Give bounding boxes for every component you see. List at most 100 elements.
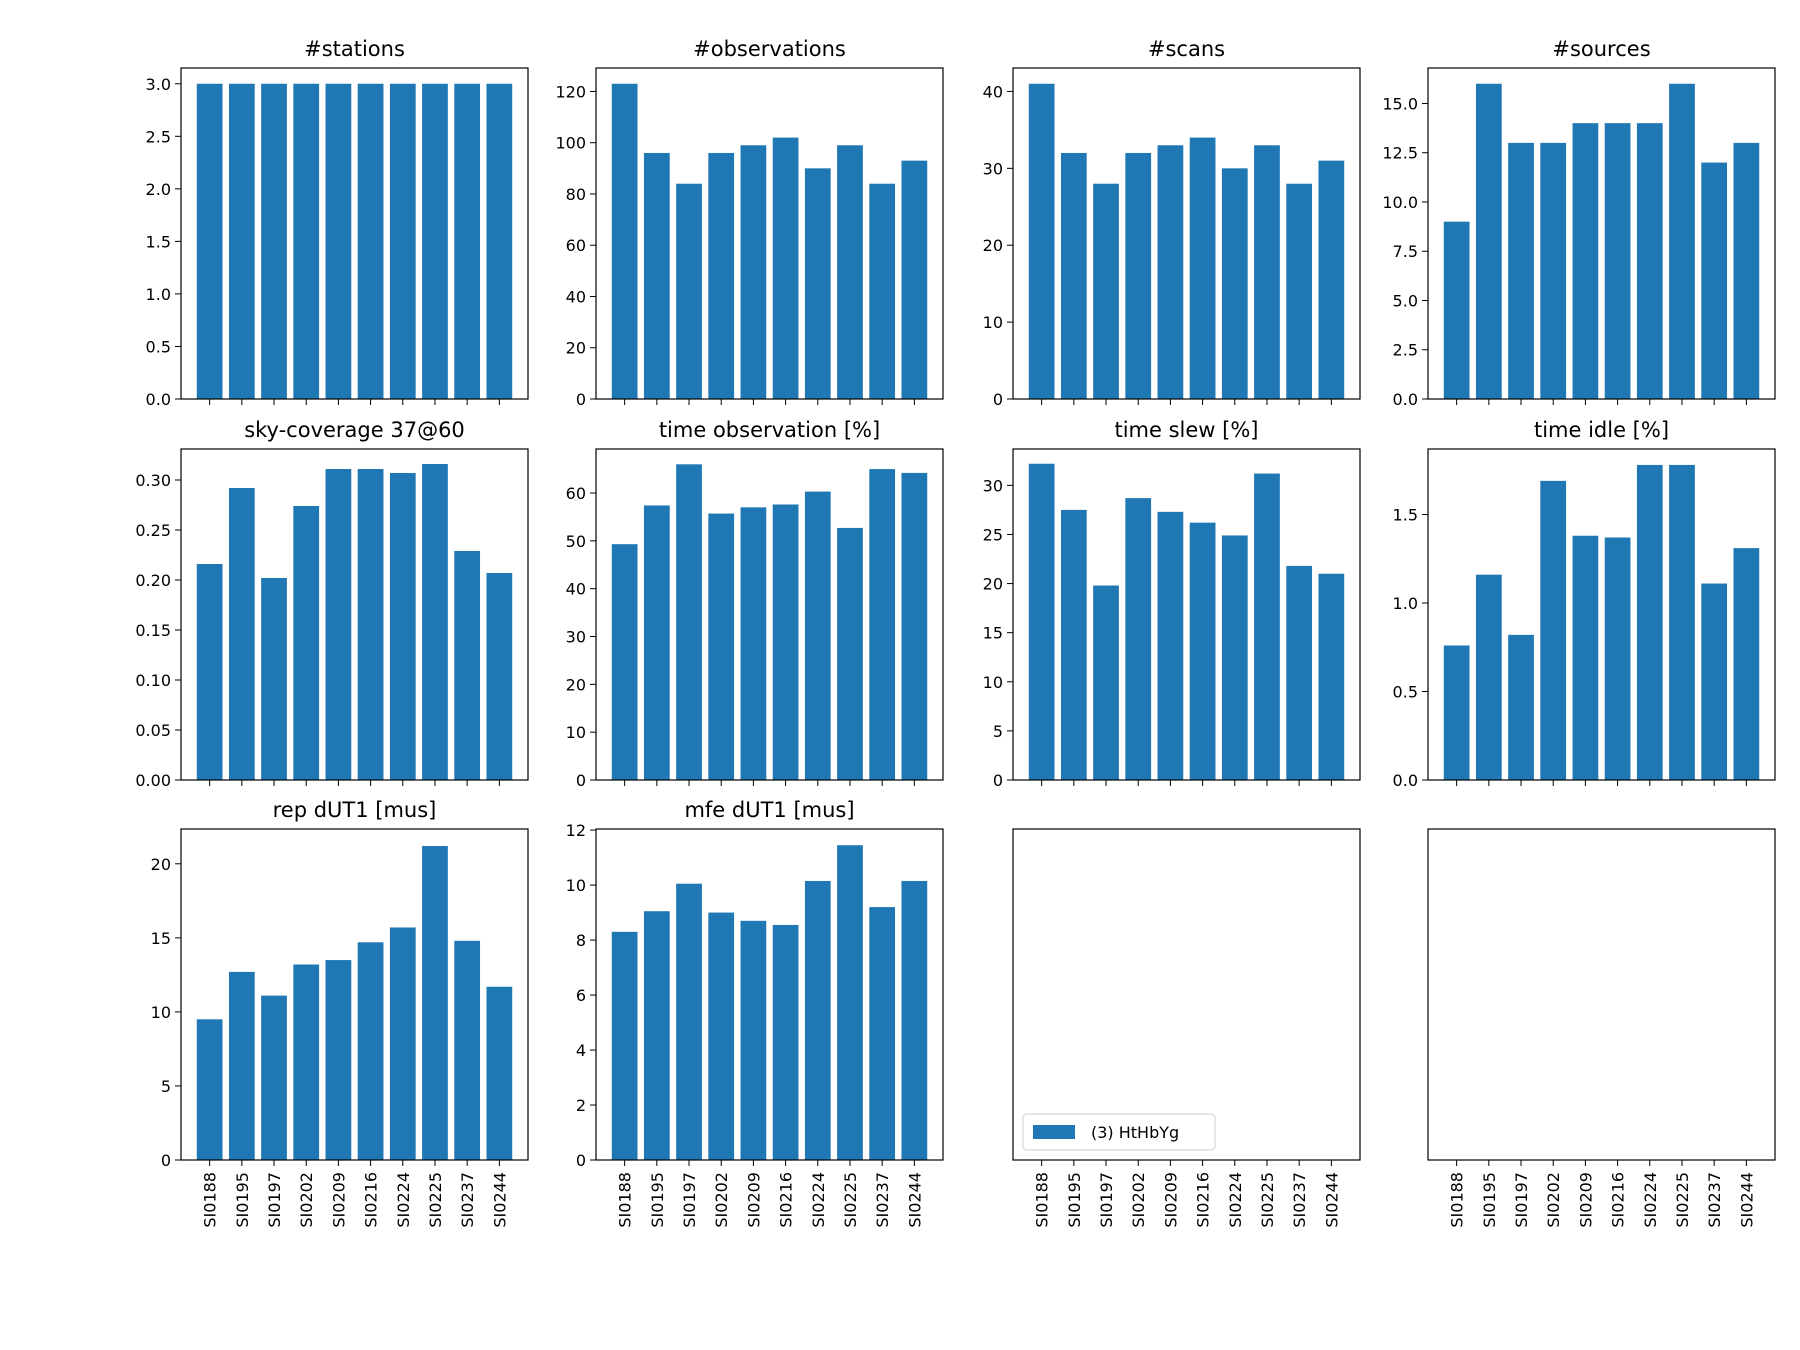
x-tick-label: SI0188 xyxy=(1033,1172,1052,1228)
y-tick-label: 10 xyxy=(151,1003,171,1022)
x-tick-label: SI0202 xyxy=(1129,1172,1148,1228)
panel: #sources 0.0 2.5 5.0 7.5 10.0 12.5 15.0 xyxy=(1382,37,1776,409)
bar xyxy=(1254,473,1280,780)
y-tick-label: 40 xyxy=(566,580,586,599)
bar xyxy=(357,469,384,780)
x-tick-label: SI0188 xyxy=(1448,1172,1467,1228)
x-tick-label: SI0244 xyxy=(905,1172,924,1228)
bar xyxy=(1733,142,1760,399)
bar xyxy=(261,578,287,780)
x-tick-label: SI0209 xyxy=(1161,1172,1180,1228)
x-tick-label: SI0209 xyxy=(1576,1172,1595,1228)
y-tick-label: 30 xyxy=(983,159,1003,178)
bar xyxy=(804,491,831,780)
y-tick-label: 5 xyxy=(161,1077,171,1096)
panel: sky-coverage 37@60 0.00 0.05 0.10 0.15 0.20 0.… xyxy=(135,418,529,790)
panel-title: mfe dUT1 [mus] xyxy=(684,798,854,822)
y-tick-label: 0 xyxy=(576,771,586,790)
bar xyxy=(196,1019,223,1160)
bar xyxy=(325,83,352,399)
bar xyxy=(196,564,223,780)
bar xyxy=(1636,123,1663,400)
bar xyxy=(1669,464,1695,780)
y-tick-label: 0.5 xyxy=(146,337,171,356)
panel: time observation [%] 0 10 20 30 40 50 60 xyxy=(566,418,944,790)
x-tick-label: SI0197 xyxy=(680,1172,699,1228)
x-tick-label: SI0225 xyxy=(841,1172,860,1228)
y-tick-label: 100 xyxy=(555,134,586,153)
y-tick-label: 60 xyxy=(566,236,586,255)
y-tick-label: 50 xyxy=(566,532,586,551)
y-tick-label: 1.0 xyxy=(1393,594,1418,613)
axes-frame xyxy=(595,448,944,781)
bar xyxy=(228,488,255,780)
bar xyxy=(1540,480,1567,780)
y-tick-label: 2.5 xyxy=(1393,341,1418,360)
bar xyxy=(1475,574,1502,780)
x-tick-label: SI0237 xyxy=(458,1172,477,1228)
panel: rep dUT1 [mus] 0 5 10 15 20 SI0188 SI0195 SI0197… xyxy=(151,798,529,1228)
bar xyxy=(454,940,481,1160)
y-tick-label: 0.5 xyxy=(1393,682,1418,701)
y-tick-label: 2 xyxy=(576,1096,586,1115)
x-tick-label: SI0195 xyxy=(648,1172,667,1228)
bar xyxy=(901,472,928,780)
bar xyxy=(1475,83,1502,399)
y-tick-label: 0.05 xyxy=(135,721,171,740)
y-tick-label: 5.0 xyxy=(1393,291,1418,310)
y-tick-label: 80 xyxy=(566,185,586,204)
panel-title: #observations xyxy=(693,37,846,61)
y-tick-label: 30 xyxy=(566,628,586,647)
bar xyxy=(486,986,513,1160)
bar xyxy=(740,145,767,399)
bar xyxy=(804,880,831,1160)
y-tick-label: 10 xyxy=(566,723,586,742)
panel: #scans 0 10 20 30 40 xyxy=(983,37,1361,409)
x-tick-label: SI0224 xyxy=(809,1172,828,1228)
panel-title: #scans xyxy=(1148,37,1225,61)
bar xyxy=(1028,463,1055,780)
x-tick-label: SI0225 xyxy=(1673,1172,1692,1228)
y-tick-label: 2.0 xyxy=(146,180,171,199)
y-tick-label: 120 xyxy=(555,82,586,101)
panel: mfe dUT1 [mus] 0 2 4 6 8 10 12 SI0188 SI0195 SI019… xyxy=(566,798,944,1228)
bar xyxy=(1028,83,1055,399)
y-tick-label: 3.0 xyxy=(146,75,171,94)
axes-frame xyxy=(595,828,944,1161)
y-tick-label: 6 xyxy=(576,986,586,1005)
bar xyxy=(1157,511,1184,780)
bar xyxy=(228,83,255,399)
bar xyxy=(1443,221,1470,399)
bar xyxy=(1508,142,1534,399)
bar xyxy=(708,152,735,399)
x-tick-label: SI0216 xyxy=(1609,1172,1628,1228)
x-tick-label: SI0225 xyxy=(426,1172,445,1228)
bar xyxy=(1701,162,1728,399)
bar xyxy=(357,942,384,1160)
axes-frame xyxy=(1427,448,1776,781)
bar xyxy=(1093,585,1119,780)
bar xyxy=(708,513,735,780)
x-tick-label: SI0244 xyxy=(1322,1172,1341,1228)
bar xyxy=(869,469,896,780)
axes-frame xyxy=(1427,67,1776,400)
axes-frame xyxy=(180,448,529,781)
x-tick-label: SI0216 xyxy=(362,1172,381,1228)
bar xyxy=(1093,183,1119,399)
bar xyxy=(1221,168,1248,399)
bar xyxy=(1221,535,1248,780)
panel-title: #sources xyxy=(1552,37,1650,61)
bar xyxy=(1604,537,1631,780)
x-tick-label: SI0188 xyxy=(201,1172,220,1228)
y-tick-label: 0.0 xyxy=(146,390,171,409)
bar xyxy=(1701,583,1728,780)
y-tick-label: 15 xyxy=(151,929,171,948)
bar xyxy=(196,83,223,399)
bar xyxy=(611,544,638,780)
y-tick-label: 0.0 xyxy=(1393,390,1418,409)
y-tick-label: 15 xyxy=(983,624,1003,643)
y-tick-label: 4 xyxy=(576,1041,586,1060)
bar xyxy=(1443,645,1470,780)
y-tick-label: 1.5 xyxy=(1393,505,1418,524)
y-tick-label: 25 xyxy=(983,525,1003,544)
